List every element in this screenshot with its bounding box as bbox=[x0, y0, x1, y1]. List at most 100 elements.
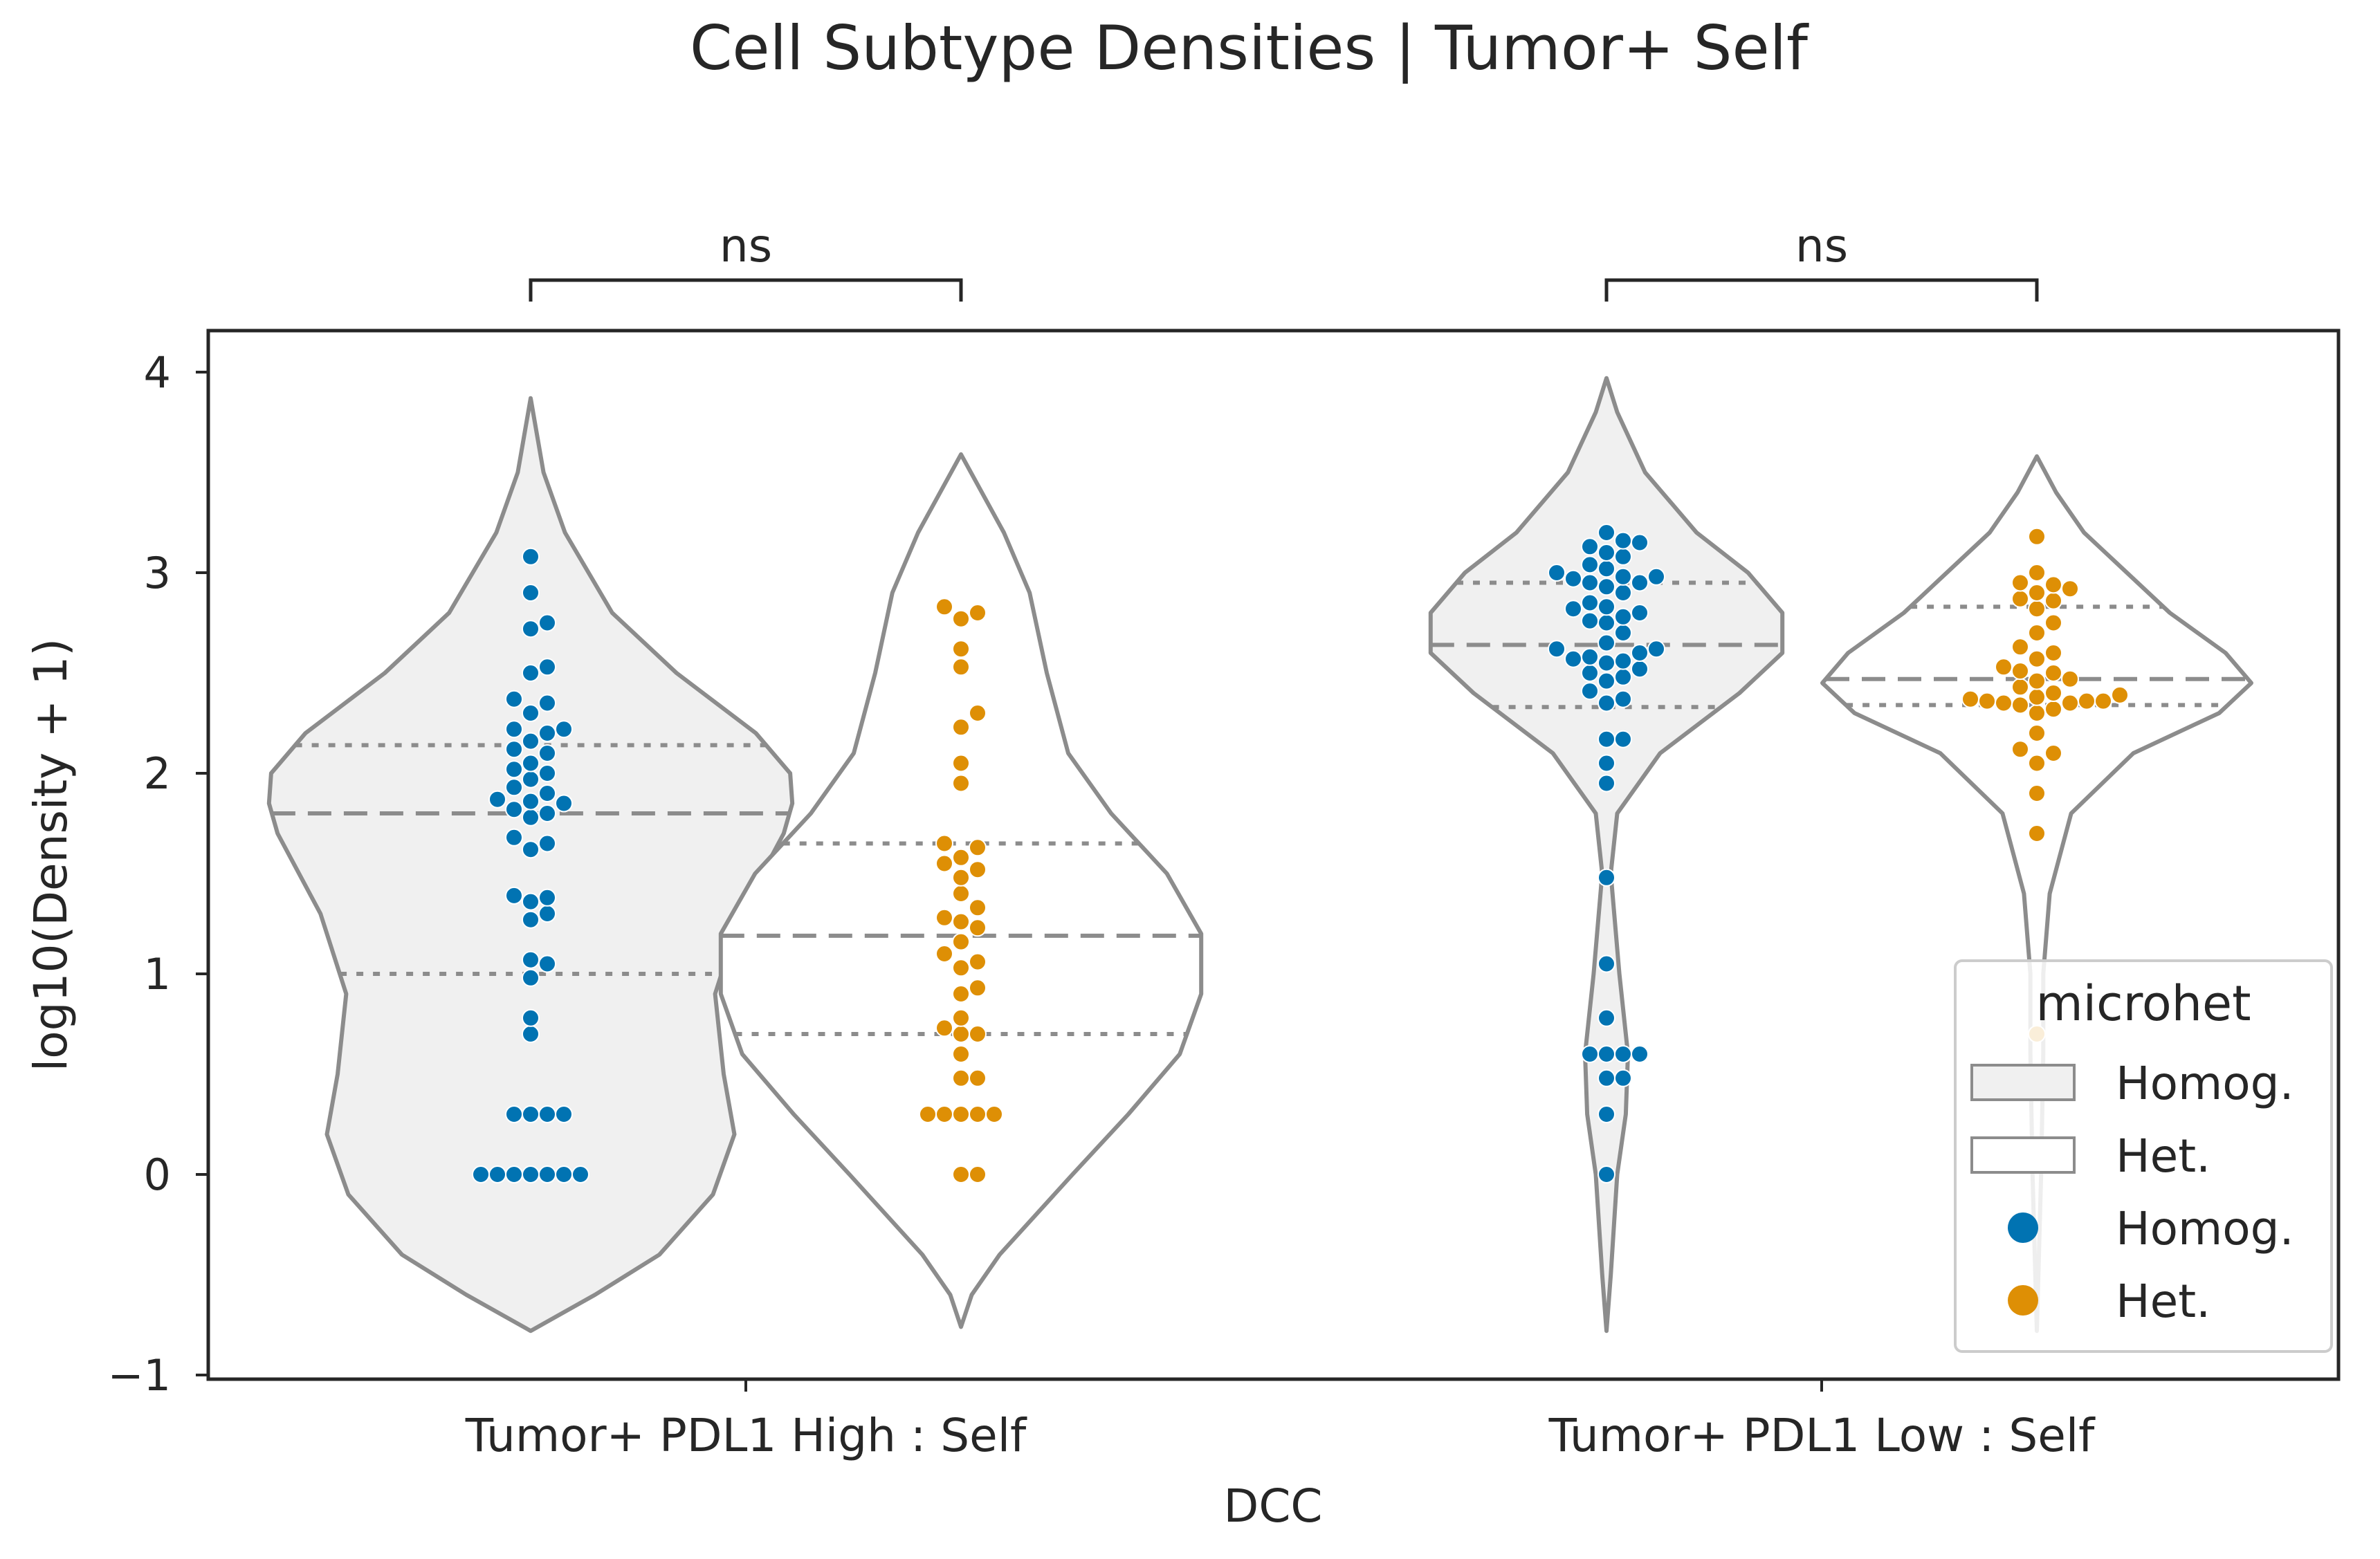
swarm-point-3 bbox=[1647, 567, 1665, 586]
swarm-point-1 bbox=[522, 950, 540, 969]
violin-3 bbox=[1428, 376, 1785, 1334]
swarm-point-2 bbox=[969, 952, 987, 971]
swarm-point-3 bbox=[1598, 754, 1615, 773]
swarm-point-4 bbox=[2044, 664, 2062, 682]
swarm-point-3 bbox=[1581, 1045, 1599, 1063]
swarm-point-2 bbox=[952, 1165, 970, 1183]
swarm-point-3 bbox=[1598, 634, 1615, 652]
swarm-point-2 bbox=[935, 908, 953, 927]
swarm-point-4 bbox=[2028, 527, 2046, 546]
swarm-point-1 bbox=[522, 1105, 540, 1123]
swarm-point-4 bbox=[2061, 580, 2079, 598]
swarm-point-3 bbox=[1598, 654, 1615, 672]
swarm-point-3 bbox=[1564, 569, 1582, 588]
swarm-point-4 bbox=[2028, 649, 2046, 668]
significance-annotations: ns ns bbox=[529, 219, 2039, 302]
swarm-point-2 bbox=[952, 1008, 970, 1027]
swarm-point-1 bbox=[538, 1165, 556, 1183]
swarm-point-1 bbox=[522, 1165, 540, 1183]
swarm-point-1 bbox=[522, 808, 540, 827]
swarm-point-3 bbox=[1598, 1045, 1615, 1063]
swarm-point-3 bbox=[1631, 533, 1649, 552]
x-tick-label: Tumor+ PDL1 Low : Self bbox=[1548, 1409, 2096, 1462]
swarm-point-4 bbox=[2028, 688, 2046, 706]
swarm-point-2 bbox=[952, 848, 970, 867]
swarm-point-4 bbox=[2028, 584, 2046, 602]
swarm-point-1 bbox=[522, 584, 540, 602]
swarm-point-1 bbox=[555, 1105, 573, 1123]
swarm-point-4 bbox=[2011, 638, 2029, 656]
swarm-point-4 bbox=[2028, 824, 2046, 842]
swarm-point-3 bbox=[1631, 573, 1649, 592]
swarm-point-4 bbox=[2044, 700, 2062, 719]
y-tick-label: 2 bbox=[144, 748, 171, 799]
swarm-point-1 bbox=[522, 620, 540, 638]
swarm-point-3 bbox=[1598, 1105, 1615, 1123]
swarm-point-3 bbox=[1598, 1069, 1615, 1087]
swarm-point-4 bbox=[1995, 658, 2013, 676]
violin-4 bbox=[1820, 454, 2253, 1334]
swarm-point-1 bbox=[505, 800, 523, 819]
swarm-point-1 bbox=[522, 754, 540, 773]
swarm-point-2 bbox=[969, 1165, 987, 1183]
swarm-point-3 bbox=[1598, 774, 1615, 793]
swarm-point-4 bbox=[1978, 692, 1996, 710]
swarm-point-3 bbox=[1581, 682, 1599, 701]
plot-frame bbox=[206, 329, 2341, 1381]
y-tick-label: −1 bbox=[108, 1350, 171, 1401]
swarm-point-1 bbox=[538, 888, 556, 907]
swarm-point-2 bbox=[935, 945, 953, 963]
swarm-point-3 bbox=[1598, 672, 1615, 690]
swarm-point-3 bbox=[1598, 578, 1615, 596]
y-axis-label: log10(Density + 1) bbox=[24, 638, 77, 1071]
swarm-point-3 bbox=[1614, 584, 1632, 602]
y-tick-label: 0 bbox=[144, 1150, 171, 1200]
swarm-point-1 bbox=[538, 658, 556, 676]
swarm-point-4 bbox=[2028, 600, 2046, 618]
legend-label: Homog. bbox=[2116, 1057, 2294, 1110]
swarm-point-4 bbox=[2044, 614, 2062, 632]
swarm-point-3 bbox=[1598, 598, 1615, 616]
swarm-point-2 bbox=[935, 1019, 953, 1037]
swarm-point-3 bbox=[1614, 690, 1632, 708]
swarm-point-3 bbox=[1614, 607, 1632, 626]
swarm-point-2 bbox=[952, 1105, 970, 1123]
swarm-point-2 bbox=[969, 898, 987, 917]
swarm-point-2 bbox=[952, 640, 970, 658]
swarm-point-3 bbox=[1631, 644, 1649, 662]
swarm-point-3 bbox=[1614, 730, 1632, 748]
swarm-point-2 bbox=[952, 1025, 970, 1043]
swarm-point-1 bbox=[555, 720, 573, 739]
swarm-point-1 bbox=[522, 547, 540, 566]
swarm-point-1 bbox=[555, 794, 573, 813]
swarm-point-3 bbox=[1564, 649, 1582, 668]
swarm-point-4 bbox=[2028, 784, 2046, 802]
swarm-point-2 bbox=[952, 959, 970, 977]
swarm-point-1 bbox=[538, 954, 556, 973]
swarm-point-3 bbox=[1614, 547, 1632, 566]
swarm-point-1 bbox=[522, 910, 540, 929]
swarm-point-4 bbox=[2044, 644, 2062, 662]
significance-bracket bbox=[1604, 278, 2039, 302]
swarm-point-2 bbox=[952, 1069, 970, 1087]
swarm-point-3 bbox=[1598, 614, 1615, 632]
swarm-point-1 bbox=[505, 1105, 523, 1123]
swarm-point-2 bbox=[969, 860, 987, 879]
legend: microhet Homog. Het. Homog. Het. bbox=[1954, 959, 2333, 1353]
swarm-point-1 bbox=[505, 690, 523, 708]
swarm-point-1 bbox=[538, 834, 556, 853]
swarm-point-3 bbox=[1581, 555, 1599, 574]
swarm-point-1 bbox=[538, 744, 556, 762]
swarm-point-3 bbox=[1614, 667, 1632, 686]
swarm-point-1 bbox=[522, 892, 540, 911]
swarm-point-3 bbox=[1598, 560, 1615, 578]
swarm-point-4 bbox=[2011, 589, 2029, 608]
swarm-point-2 bbox=[919, 1105, 937, 1123]
x-axis-label: DCC bbox=[1224, 1479, 1323, 1533]
y-tick-label: 3 bbox=[144, 548, 171, 598]
swarm-point-3 bbox=[1614, 1045, 1632, 1063]
swarm-point-3 bbox=[1598, 868, 1615, 887]
x-axis-ticks: Tumor+ PDL1 High : Self Tumor+ PDL1 Low :… bbox=[465, 1379, 2096, 1462]
swarm-point-1 bbox=[555, 1165, 573, 1183]
swarm-point-1 bbox=[522, 704, 540, 722]
